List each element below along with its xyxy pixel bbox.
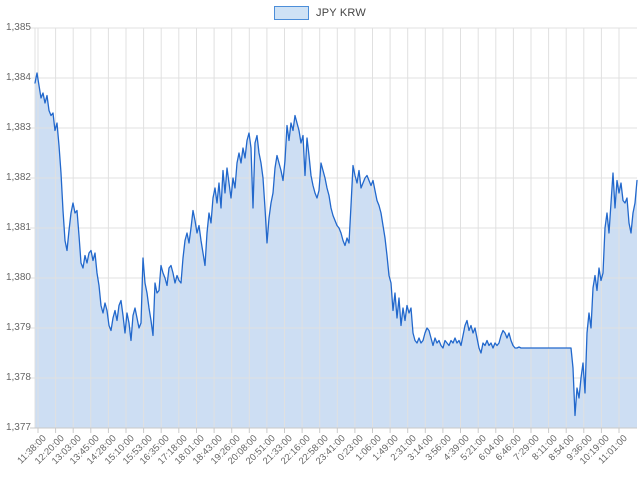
y-axis-label: 1,381 xyxy=(5,222,31,233)
series-area xyxy=(35,73,637,428)
y-axis-label: 1,385 xyxy=(5,22,31,33)
y-axis-label: 1,382 xyxy=(5,172,31,183)
chart-legend: JPY KRW xyxy=(0,6,640,20)
y-axis-label: 1,379 xyxy=(5,322,31,333)
y-axis-label: 1,380 xyxy=(5,272,31,283)
y-axis-label: 1,384 xyxy=(5,72,31,83)
y-axis-label: 1,377 xyxy=(5,422,31,433)
y-axis-label: 1,383 xyxy=(5,122,31,133)
y-axis-label: 1,378 xyxy=(5,372,31,383)
legend-swatch-icon xyxy=(274,6,310,20)
legend-label: JPY KRW xyxy=(316,7,366,19)
series-line xyxy=(34,72,638,417)
legend-item-jpy-krw[interactable]: JPY KRW xyxy=(274,6,366,20)
